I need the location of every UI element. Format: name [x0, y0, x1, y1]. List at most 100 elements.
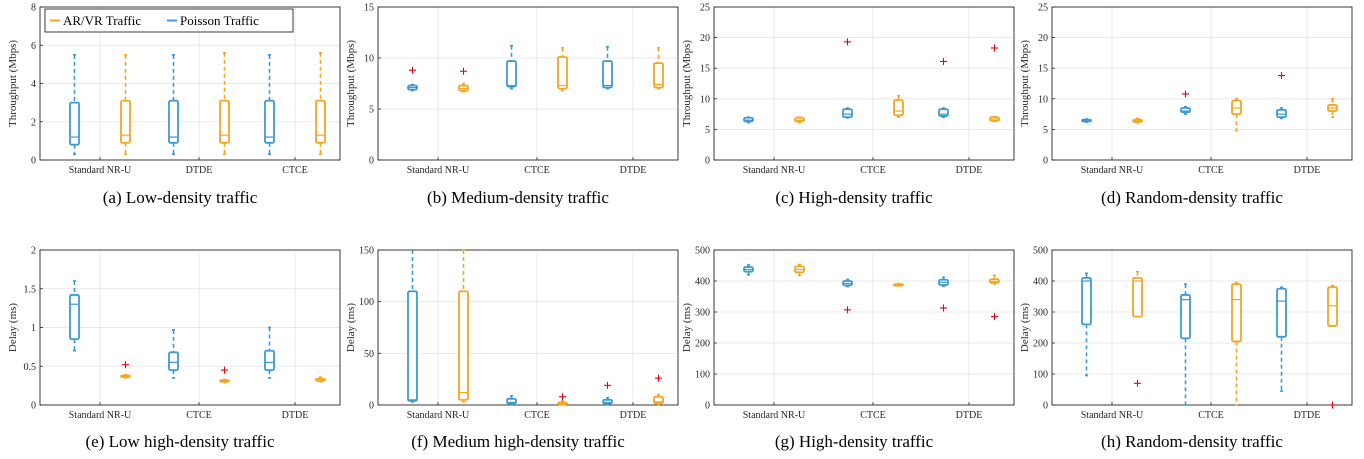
box-ar-vr-2	[989, 274, 1000, 321]
axes-frame	[1051, 6, 1353, 161]
outlier-marker	[940, 304, 947, 312]
y-tick-label: 150	[359, 246, 374, 257]
x-tick-label: Standard NR-U	[407, 410, 470, 421]
outlier-marker	[940, 57, 947, 65]
subplot-3: 0 5 10 15 20 25 Standard NR-U CTCE DTDE Throughpu…	[681, 3, 1015, 207]
outlier-marker	[1329, 401, 1336, 409]
axes-frame	[39, 249, 341, 406]
y-tick-label: 100	[359, 297, 374, 308]
y-tick-label: 0	[1043, 156, 1048, 167]
box-poisson-0	[407, 249, 418, 403]
subplot-caption: (g) High-density traffic	[775, 432, 934, 451]
subplot-6: 0 50 100 150 Standard NR-U CTCE DTDE Delay (ms)…	[345, 246, 679, 451]
y-tick-label: 400	[1033, 277, 1048, 288]
outlier-marker	[221, 366, 228, 374]
box-poisson-1	[842, 38, 853, 119]
outlier-marker	[655, 374, 662, 382]
subplot-7: 0 100 200 300 400 500 Standard NR-U CTCE DTDE Del…	[681, 246, 1015, 451]
x-tick-label: CTCE	[860, 165, 886, 176]
outlier-marker	[409, 66, 416, 74]
subplot-caption: (f) Medium high-density traffic	[411, 432, 625, 451]
x-tick-label: CTCE	[860, 410, 886, 421]
y-axis-label: Delay (ms)	[7, 303, 19, 353]
y-tick-label: 100	[1033, 370, 1048, 381]
box-poisson-1	[842, 278, 853, 314]
subplot-2: 0 5 10 15 Standard NR-U CTCE DTDE Throughput (M…	[345, 3, 679, 207]
box-ar-vr-1	[557, 46, 568, 92]
y-tick-label: 10	[1038, 94, 1048, 105]
y-tick-label: 300	[695, 308, 710, 319]
iqr-box	[168, 351, 179, 372]
y-tick-label: 0	[705, 401, 710, 412]
axes-frame	[1051, 249, 1353, 406]
box-poisson-0	[743, 264, 754, 276]
y-tick-label: 0	[31, 156, 36, 167]
y-axis-label: Throughput (Mbps)	[1019, 40, 1031, 127]
box-ar-vr-1	[1231, 281, 1242, 406]
box-poisson-1	[1180, 90, 1191, 115]
box-ar-vr-1	[557, 393, 568, 406]
iqr-box	[407, 290, 418, 402]
box-poisson-2	[1276, 286, 1287, 392]
x-tick-label: Standard NR-U	[743, 410, 806, 421]
y-tick-label: 500	[695, 246, 710, 257]
box-poisson-0	[1081, 118, 1092, 123]
y-axis-label: Throughput (Mbps)	[345, 40, 357, 127]
iqr-box	[1231, 283, 1242, 343]
box-ar-vr-0	[1132, 117, 1143, 124]
box-ar-vr-0	[458, 249, 469, 403]
box-ar-vr-1	[219, 366, 230, 384]
x-tick-label: CTCE	[186, 410, 212, 421]
box-poisson-1	[168, 329, 179, 379]
iqr-box	[1081, 276, 1092, 326]
y-tick-label: 20	[1038, 33, 1048, 44]
outlier-marker	[122, 361, 129, 369]
y-tick-label: 15	[700, 64, 710, 75]
y-axis-label: Throughput (Mbps)	[7, 40, 19, 127]
iqr-box	[794, 116, 805, 123]
x-tick-label: Standard NR-U	[1081, 410, 1144, 421]
x-tick-label: DTDE	[1294, 410, 1321, 421]
y-tick-label: 10	[364, 54, 374, 65]
box-ar-vr-0	[1132, 270, 1143, 387]
x-tick-label: CTCE	[524, 410, 550, 421]
y-tick-label: 6	[31, 41, 36, 52]
iqr-box	[264, 349, 275, 372]
y-tick-label: 0	[369, 401, 374, 412]
x-tick-label: CTCE	[1198, 165, 1224, 176]
subplot-1: 0 2 4 6 8 Standard NR-U DTDE CTCE Throughput (Mb…	[7, 3, 341, 207]
y-tick-label: 50	[364, 349, 374, 360]
x-tick-label: DTDE	[956, 165, 983, 176]
y-tick-label: 0	[369, 156, 374, 167]
y-tick-label: 0.5	[24, 362, 37, 373]
iqr-box	[842, 108, 853, 119]
subplot-caption: (h) Random-density traffic	[1101, 432, 1283, 451]
outlier-marker	[559, 393, 566, 401]
x-tick-label: Standard NR-U	[69, 410, 132, 421]
outlier-marker	[1182, 90, 1189, 98]
box-poisson-0	[69, 54, 80, 156]
iqr-box	[1132, 276, 1143, 318]
y-tick-label: 400	[695, 277, 710, 288]
iqr-box	[458, 290, 469, 401]
y-tick-label: 10	[700, 94, 710, 105]
y-tick-label: 200	[1033, 339, 1048, 350]
x-tick-label: DTDE	[282, 410, 309, 421]
box-ar-vr-1	[1231, 98, 1242, 132]
box-ar-vr-0	[794, 263, 805, 277]
outlier-marker	[844, 38, 851, 46]
axes-frame	[377, 6, 679, 161]
x-tick-label: DTDE	[620, 165, 647, 176]
y-tick-label: 2	[31, 246, 36, 257]
x-tick-label: DTDE	[1294, 165, 1321, 176]
iqr-box	[1231, 99, 1242, 116]
box-ar-vr-0	[120, 361, 131, 379]
y-axis-label: Delay (ms)	[345, 303, 357, 353]
outlier-marker	[1278, 72, 1285, 80]
box-ar-vr-2	[315, 52, 326, 156]
box-poisson-2	[1276, 72, 1287, 120]
box-poisson-1	[168, 54, 179, 156]
iqr-box	[168, 99, 179, 144]
y-tick-label: 20	[700, 33, 710, 44]
